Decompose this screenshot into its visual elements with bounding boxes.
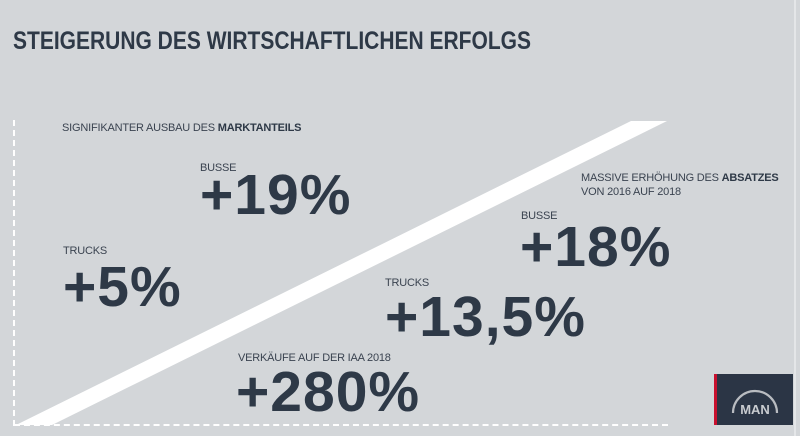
iaa-label: VERKÄUFE AUF DER IAA 2018 bbox=[238, 352, 391, 364]
market-share-heading: SIGNIFIKANTER AUSBAU DES MARKTANTEILS bbox=[62, 122, 302, 134]
busse-sales-value: +18% bbox=[520, 215, 672, 279]
sales-heading-bold: ABSATZES bbox=[721, 172, 779, 184]
busse-market-value: +19% bbox=[200, 163, 352, 227]
trucks-market-label: TRUCKS bbox=[63, 245, 108, 257]
trucks-sales-value: +13,5% bbox=[385, 285, 586, 349]
man-logo-icon: MAN bbox=[714, 374, 793, 425]
man-logo-text: MAN bbox=[740, 402, 770, 417]
trucks-sales-label: TRUCKS bbox=[385, 277, 430, 289]
trucks-market-value: +5% bbox=[63, 255, 182, 319]
market-share-heading-text: SIGNIFIKANTER AUSBAU DES bbox=[62, 122, 218, 134]
sales-heading-text: MASSIVE ERHÖHUNG DES bbox=[581, 172, 722, 184]
dashed-axis-vertical bbox=[13, 120, 15, 426]
sales-heading-line1: MASSIVE ERHÖHUNG DES ABSATZES bbox=[581, 172, 779, 184]
sales-heading-line2: VON 2016 AUF 2018 bbox=[581, 186, 681, 198]
iaa-value: +280% bbox=[236, 360, 421, 424]
dashed-axis-horizontal bbox=[14, 424, 668, 426]
busse-market-label: BUSSE bbox=[200, 162, 237, 174]
slide-title: STEIGERUNG DES WIRTSCHAFTLICHEN ERFOLGS bbox=[13, 27, 532, 55]
slide-edge-divider bbox=[794, 0, 796, 436]
busse-sales-label: BUSSE bbox=[521, 210, 558, 222]
market-share-heading-bold: MARKTANTEILS bbox=[217, 122, 302, 134]
